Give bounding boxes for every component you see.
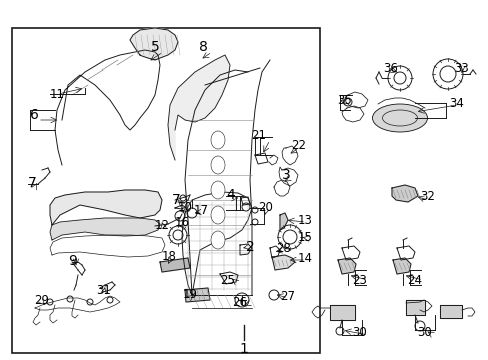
Polygon shape [391,185,417,202]
Text: 11: 11 [50,87,65,100]
Text: 20: 20 [258,201,272,213]
Text: 3: 3 [282,168,290,182]
Text: 10: 10 [178,201,192,213]
Text: 17: 17 [194,203,208,216]
Text: 30: 30 [417,327,431,339]
Text: 31: 31 [96,284,111,297]
Text: 8: 8 [199,40,207,54]
Text: 9: 9 [68,254,77,268]
Polygon shape [168,55,229,160]
Text: 25: 25 [220,274,235,287]
Ellipse shape [210,231,224,249]
Polygon shape [280,213,287,230]
Text: 29: 29 [34,293,49,306]
Ellipse shape [372,104,427,132]
Text: 18: 18 [162,251,177,264]
Text: 2: 2 [245,240,254,254]
Polygon shape [337,258,355,274]
Polygon shape [329,305,354,320]
Polygon shape [130,28,178,60]
Text: 15: 15 [297,230,312,243]
Text: 23: 23 [352,274,366,287]
Text: 7: 7 [28,176,37,190]
Polygon shape [50,218,160,240]
Text: 4: 4 [225,188,234,202]
Bar [12,28,319,353]
Polygon shape [184,288,209,302]
Text: 16: 16 [175,216,190,229]
Text: 6: 6 [30,108,39,122]
Text: 22: 22 [290,139,305,152]
Text: 7: 7 [172,193,181,207]
Text: 36: 36 [382,62,397,75]
Ellipse shape [210,156,224,174]
Text: 26: 26 [232,296,247,309]
Ellipse shape [210,181,224,199]
Text: 27: 27 [280,289,294,302]
Text: 24: 24 [407,274,422,287]
Text: 5: 5 [150,40,159,54]
Text: 1: 1 [239,342,248,356]
Text: 30: 30 [352,327,366,339]
Text: 33: 33 [453,62,468,75]
Text: 32: 32 [419,189,434,202]
Polygon shape [50,190,162,225]
Ellipse shape [210,206,224,224]
Text: 34: 34 [448,96,463,109]
Text: 14: 14 [297,252,312,265]
Polygon shape [271,255,294,270]
Ellipse shape [210,131,224,149]
Text: 35: 35 [336,94,351,107]
Polygon shape [439,305,461,318]
Polygon shape [405,300,424,315]
Polygon shape [392,258,410,274]
Text: 13: 13 [297,213,312,226]
Text: 21: 21 [251,129,266,141]
Polygon shape [160,258,190,272]
Text: 19: 19 [183,288,198,302]
Text: 28: 28 [275,242,290,255]
Text: 12: 12 [155,219,170,231]
